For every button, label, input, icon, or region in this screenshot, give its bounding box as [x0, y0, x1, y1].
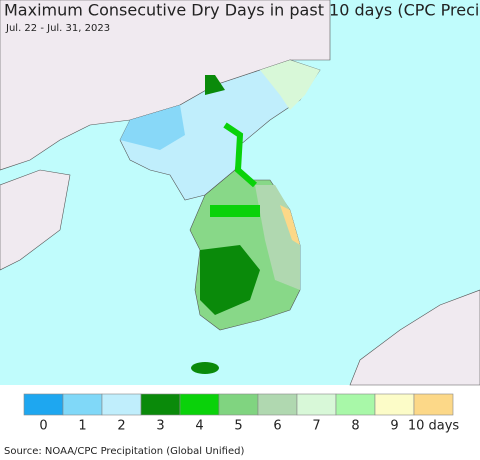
legend-swatch: [179, 393, 220, 416]
nk-northeast: [260, 60, 320, 110]
legend-label: 10 days: [408, 419, 460, 434]
legend-swatch: [140, 393, 181, 416]
date-range: Jul. 22 - Jul. 31, 2023: [5, 23, 110, 34]
legend-swatch: [413, 393, 454, 416]
jeju: [191, 362, 219, 374]
legend-swatch: [296, 393, 337, 416]
shandong-land: [0, 169, 71, 271]
legend-label: 6: [273, 419, 281, 434]
legend-label: 7: [312, 419, 320, 434]
legend: 0 1 2 3 4 5 6 7 8 9 10 days: [23, 393, 460, 434]
legend-label: 8: [351, 419, 359, 434]
sk-east-coast: [280, 205, 300, 245]
nk-west: [120, 105, 185, 150]
title: Maximum Consecutive Dry Days in past 10 …: [4, 1, 480, 20]
legend-label: 9: [390, 419, 398, 434]
nk-north-patch: [205, 75, 225, 95]
legend-swatch: [374, 393, 415, 416]
legend-label: 4: [195, 419, 203, 434]
sk-southwest: [200, 245, 260, 315]
legend-label: 1: [78, 419, 86, 434]
legend-swatch: [23, 393, 64, 416]
legend-swatch: [101, 393, 142, 416]
legend-swatch: [335, 393, 376, 416]
legend-label: 5: [234, 419, 242, 434]
legend-swatch: [62, 393, 103, 416]
legend-label: 2: [117, 419, 125, 434]
border-band: [223, 122, 257, 188]
legend-swatch: [218, 393, 259, 416]
legend-label: 0: [39, 419, 47, 434]
legend-swatch: [257, 393, 298, 416]
sk-north-band: [210, 205, 260, 217]
legend-label: 3: [156, 419, 164, 434]
japan-land: [349, 289, 480, 386]
source: Source: NOAA/CPC Precipitation (Global U…: [4, 446, 244, 457]
